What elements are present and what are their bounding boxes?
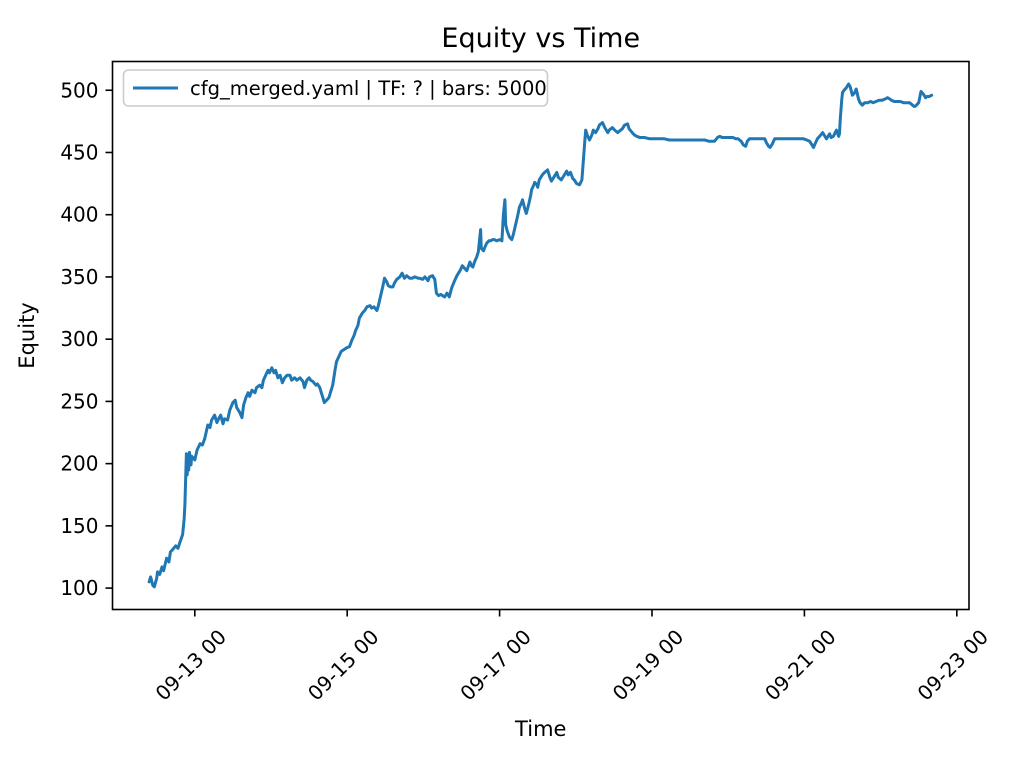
equity-line-series (147, 82, 934, 589)
plot-area-spines (111, 60, 970, 611)
y-tick-label: 200 (60, 452, 98, 476)
x-axis-label: Time (514, 717, 566, 741)
legend: cfg_merged.yaml | TF: ? | bars: 5000 (122, 69, 549, 107)
y-axis-ticks: 100 150 200 250 300 350 400 450 500 (60, 78, 113, 600)
y-tick-label: 350 (60, 265, 98, 289)
legend-box (122, 69, 549, 107)
y-tick-label: 100 (60, 576, 98, 600)
y-tick-label: 400 (60, 203, 98, 227)
y-tick-label: 150 (60, 514, 98, 538)
y-tick-label: 500 (60, 78, 98, 102)
chart-title: Equity vs Time (441, 23, 640, 54)
y-tick-label: 450 (60, 140, 98, 164)
y-axis-label: Equity (15, 302, 39, 368)
legend-label: cfg_merged.yaml | TF: ? | bars: 5000 (190, 77, 547, 100)
y-tick-label: 250 (60, 389, 98, 413)
y-tick-label: 300 (60, 327, 98, 351)
